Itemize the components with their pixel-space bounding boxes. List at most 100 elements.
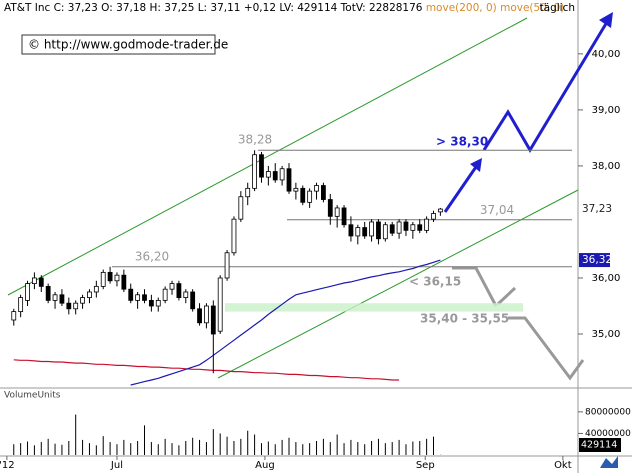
candle-body	[114, 274, 120, 282]
candle-body	[417, 224, 423, 231]
level-label: 36,20	[135, 249, 169, 263]
candle-body	[93, 285, 99, 293]
candle-body	[272, 171, 278, 181]
candle-body	[45, 285, 51, 301]
interval: täglich	[540, 2, 575, 14]
candle-body	[107, 271, 113, 282]
logo	[600, 456, 618, 468]
candle-body	[190, 291, 196, 310]
candle-body	[307, 190, 313, 203]
candle-body	[348, 224, 354, 237]
candle-body	[38, 277, 44, 287]
candle-body	[424, 218, 430, 231]
y-tick-label: 39,00	[592, 105, 621, 116]
annotation: 35,40 - 35,55	[420, 312, 509, 326]
candle-body	[341, 207, 347, 226]
candle-body	[403, 221, 409, 231]
volume-title: VolumeUnits	[4, 391, 61, 401]
candle-body	[224, 252, 230, 279]
forecast-arrow-down	[496, 286, 517, 306]
x-tick-label: '12	[0, 460, 15, 471]
candle-body	[59, 294, 65, 304]
annotation: < 36,15	[409, 275, 461, 289]
candle-body	[410, 224, 416, 231]
candle-body	[286, 168, 292, 192]
candle-body	[252, 154, 257, 189]
candle-body	[66, 302, 72, 310]
arrowhead	[599, 12, 613, 28]
volume-tick-label: 80000000	[585, 407, 631, 417]
y-tick-label: 38,00	[592, 161, 621, 172]
candle-body	[142, 294, 147, 301]
support-zone	[225, 303, 523, 312]
forecast-arrow	[443, 163, 480, 213]
plot: 35,00 36,00 38,00 39,00 40,00 '12 Jul Aug Sep Okt…	[0, 49, 631, 471]
candle-body	[300, 187, 306, 203]
x-tick-label: Okt	[554, 460, 572, 471]
volume-label-box	[579, 438, 621, 452]
candle-body	[279, 168, 285, 181]
forecast-arrow-down	[508, 316, 585, 381]
candle-body	[128, 288, 134, 301]
candle-body	[376, 221, 381, 240]
candle-body	[197, 308, 202, 324]
candle-body	[382, 224, 388, 240]
annotation: > 38,30	[436, 135, 488, 149]
candle-body	[437, 208, 443, 213]
price-label-box	[579, 253, 610, 268]
price-label: 37,23	[582, 203, 612, 215]
candle-body	[362, 227, 368, 237]
candle-body	[169, 283, 175, 290]
candle-body	[259, 154, 264, 178]
candle-body	[18, 297, 24, 313]
candle-body	[135, 294, 141, 301]
moving-average	[130, 259, 441, 386]
moving-average	[13, 359, 400, 381]
candle-body	[100, 271, 106, 287]
candle-body	[52, 294, 58, 301]
x-tick-label: Sep	[416, 460, 435, 471]
candle-body	[11, 311, 17, 321]
candle-body	[176, 283, 182, 298]
y-tick-label: 40,00	[592, 49, 621, 60]
candle-body	[265, 171, 271, 178]
candle-body	[321, 185, 326, 200]
y-tick-label: 36,00	[592, 273, 621, 284]
candle-body	[431, 213, 436, 220]
candle-body	[204, 305, 209, 324]
trend-channel-upper	[7, 17, 528, 296]
candle-body	[32, 277, 37, 284]
candle-body	[87, 291, 92, 298]
volume-last-label: 429114	[581, 440, 617, 451]
candle-body	[238, 196, 244, 220]
candle-body	[148, 299, 154, 307]
y-tick-label: 35,00	[592, 329, 621, 340]
candle-body	[183, 291, 189, 298]
candle-body	[334, 207, 340, 217]
candle-body	[121, 274, 127, 290]
level-label: 38,28	[238, 133, 272, 147]
forecast-arrow-down	[452, 266, 498, 307]
copyright: © http://www.godmode-trader.de	[28, 38, 228, 52]
legend-slow: move(200, 0)	[426, 2, 497, 14]
candle-body	[369, 221, 374, 237]
candle-body	[293, 187, 299, 192]
header: AT&T Inc C: 37,23 O: 37,18 H: 37,25 L: 3…	[4, 2, 564, 14]
header-title: AT&T Inc C: 37,23 O: 37,18 H: 37,25 L: 3…	[4, 2, 423, 14]
candle-body	[217, 277, 223, 332]
candle-body	[245, 187, 251, 198]
candle-body	[327, 199, 333, 217]
candle-body	[162, 288, 168, 301]
forecast-arrow	[482, 21, 609, 153]
candle-body	[155, 299, 161, 307]
x-tick-label: Jul	[110, 460, 123, 471]
candle-body	[355, 227, 361, 237]
candle-body	[396, 221, 402, 234]
price-label: 36,32	[582, 254, 612, 266]
candle-body	[314, 185, 319, 192]
candle-body	[210, 305, 216, 335]
trend-channel-lower	[217, 189, 579, 379]
candle-body	[231, 218, 237, 254]
